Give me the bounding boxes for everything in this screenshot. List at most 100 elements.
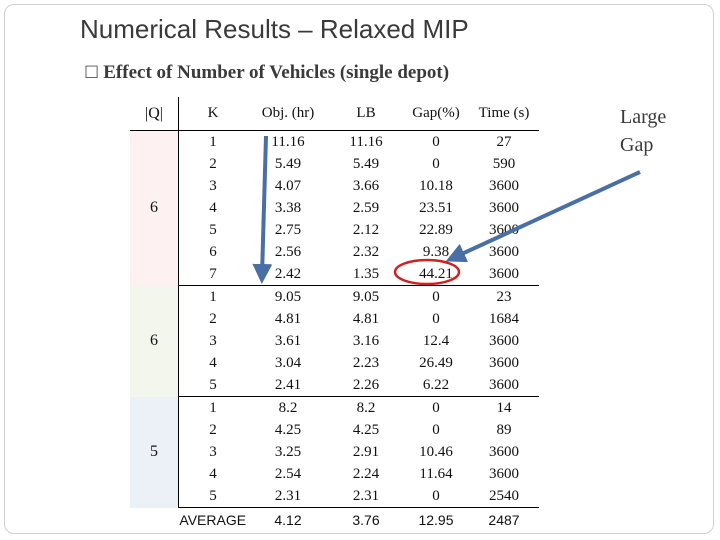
cell-lb: 4.25 [352,421,380,438]
cell-lb: 3.66 [352,177,380,194]
cell-lb: 8.2 [356,399,376,416]
table-row: 5 2.41 2.26 6.22 3600 [130,374,539,397]
cell-lb: 9.05 [352,288,380,305]
arrow-obj-column [252,135,273,284]
cell-k: 2 [209,155,217,172]
cell-obj: 3.25 [274,443,302,460]
slide-title: Numerical Results – Relaxed MIP [80,14,469,44]
note-line-2: Gap [620,134,654,156]
average-label: AVERAGE [179,512,247,528]
cell-q-group: 6 [130,285,179,397]
table-row: 3 4.07 3.66 10.18 3600 [130,175,539,197]
table-row: 5 1 8.2 8.2 0 14 [130,396,539,508]
header-lb: LB [329,97,403,131]
cell-k: 6 [209,243,217,260]
cell-k: 5 [178,485,247,508]
cell-k: 1 [209,399,217,416]
cell-k: 2 [209,421,217,438]
cell-lb: 2.31 [329,485,403,508]
cell-gap: 9.38 [422,243,450,260]
header-k: K [178,97,247,131]
cell-k: 3 [209,332,217,349]
cell-obj: 4.25 [274,421,302,438]
table-row: 6 2.56 2.32 9.38 3600 [130,241,539,263]
table-row: 4 3.04 2.23 26.49 3600 [130,352,539,374]
table-row: 5 2.31 2.31 0 2540 [130,485,539,508]
cell-lb: 4.81 [352,310,380,327]
average-row: AVERAGE 4.12 3.76 12.95 2487 [130,508,539,533]
cell-time: 3600 [489,199,519,216]
cell-time: 2540 [469,485,539,508]
cell-lb: 11.16 [349,133,383,150]
checkbox-bullet-icon: ☐ [84,63,100,83]
cell-gap: 0 [432,288,440,305]
cell-time: 27 [496,133,512,150]
slide-frame [4,4,714,534]
table-row: 3 3.25 2.91 10.46 3600 [130,441,539,463]
cell-obj: 2.31 [247,485,329,508]
cell-k: 4 [209,354,217,371]
table-row: 3 3.61 3.16 12.4 3600 [130,330,539,352]
table-row: 2 5.49 5.49 0 590 [130,153,539,175]
cell-lb: 2.91 [352,443,380,460]
table-row: 4 2.54 2.24 11.64 3600 [130,463,539,485]
cell-obj: 9.05 [274,288,302,305]
cell-gap: 0 [432,155,440,172]
cell-k: 4 [209,199,217,216]
cell-k: 3 [209,443,217,460]
cell-time: 14 [496,399,512,416]
table-row: 2 4.25 4.25 0 89 [130,419,539,441]
cell-obj: 2.41 [247,374,329,397]
table-row: 6 1 9.05 9.05 0 23 [130,285,539,397]
table-row: 5 2.75 2.12 22.89 3600 [130,219,539,241]
header-obj: Obj. (hr) [247,97,329,131]
cell-obj: 2.54 [274,465,302,482]
cell-time: 3600 [469,263,539,286]
cell-lb: 2.12 [352,221,380,238]
cell-lb: 3.16 [352,332,380,349]
cell-obj: 3.04 [274,354,302,371]
cell-k: 5 [178,374,247,397]
cell-lb: 5.49 [352,155,380,172]
gap-highlight-circle [393,258,461,286]
cell-obj: 3.61 [274,332,302,349]
cell-lb: 2.59 [352,199,380,216]
cell-lb: 2.26 [329,374,403,397]
subtitle-text: Effect of Number of Vehicles (single dep… [103,62,450,83]
cell-gap: 0 [403,485,469,508]
cell-k: 7 [178,263,247,286]
cell-time: 3600 [489,243,519,260]
table-row: 2 4.81 4.81 0 1684 [130,308,539,330]
cell-lb: 2.23 [352,354,380,371]
cell-gap: 23.51 [419,199,453,216]
cell-obj: 5.49 [274,155,302,172]
cell-gap: 10.18 [419,177,453,194]
cell-time-average: 2487 [488,512,520,528]
cell-gap: 11.64 [419,465,453,482]
cell-lb: 1.35 [329,263,403,286]
cell-time: 1684 [489,310,519,327]
cell-obj: 4.07 [274,177,302,194]
cell-obj: 11.16 [271,133,305,150]
cell-gap: 0 [432,310,440,327]
header-gap: Gap(%) [403,97,469,131]
table-body: 6 1 11.16 11.16 0 27 2 5.49 5.49 0 590 3 4.07 3.66 10.… [130,130,539,533]
cell-obj: 3.38 [274,199,302,216]
cell-time: 23 [496,288,512,305]
cell-k: 1 [209,288,217,305]
cell-gap: 12.4 [422,332,450,349]
cell-k: 1 [209,133,217,150]
cell-time: 3600 [489,221,519,238]
table-row: 6 1 11.16 11.16 0 27 [130,130,539,286]
cell-obj: 2.75 [274,221,302,238]
cell-gap: 0 [432,133,440,150]
cell-k: 5 [209,221,217,238]
cell-k: 3 [209,177,217,194]
cell-time: 3600 [489,443,519,460]
cell-obj: 4.81 [274,310,302,327]
cell-gap: 26.49 [419,354,453,371]
results-table: |Q| K Obj. (hr) LB Gap(%) Time (s) 6 1 11.… [130,97,539,532]
cell-time: 3600 [489,354,519,371]
header-time: Time (s) [469,97,539,131]
